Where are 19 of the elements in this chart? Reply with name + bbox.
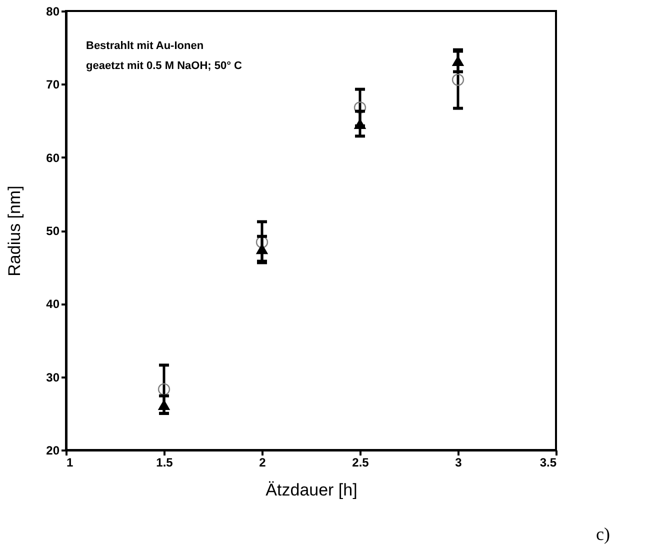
x-tick-label: 1.5 (156, 456, 174, 470)
y-tick-label: 80 (46, 4, 60, 18)
x-tick-label: 3.5 (540, 456, 557, 470)
y-tick-label: 60 (46, 150, 60, 165)
annotation: geaetzt mit 0.5 M NaOH; 50° C (86, 60, 242, 72)
y-axis-title: Radius [nm] (5, 186, 24, 276)
y-tick-label: 50 (46, 224, 60, 238)
y-tick-label: 30 (46, 370, 60, 384)
x-tick-label: 3 (455, 456, 462, 470)
x-tick-label: 2.5 (352, 456, 370, 470)
y-tick-label: 40 (46, 297, 60, 312)
point (452, 74, 464, 86)
text: c) (596, 524, 610, 544)
x-tick-label: 1 (66, 456, 74, 470)
y-tick-label: 20 (46, 444, 60, 458)
y-tick-label: 70 (46, 78, 60, 92)
x-tick-label: 2 (259, 456, 266, 470)
annotation: Bestrahlt mit Au-Ionen (86, 40, 204, 52)
x-axis-title: Ätzdauer [h] (266, 480, 358, 500)
